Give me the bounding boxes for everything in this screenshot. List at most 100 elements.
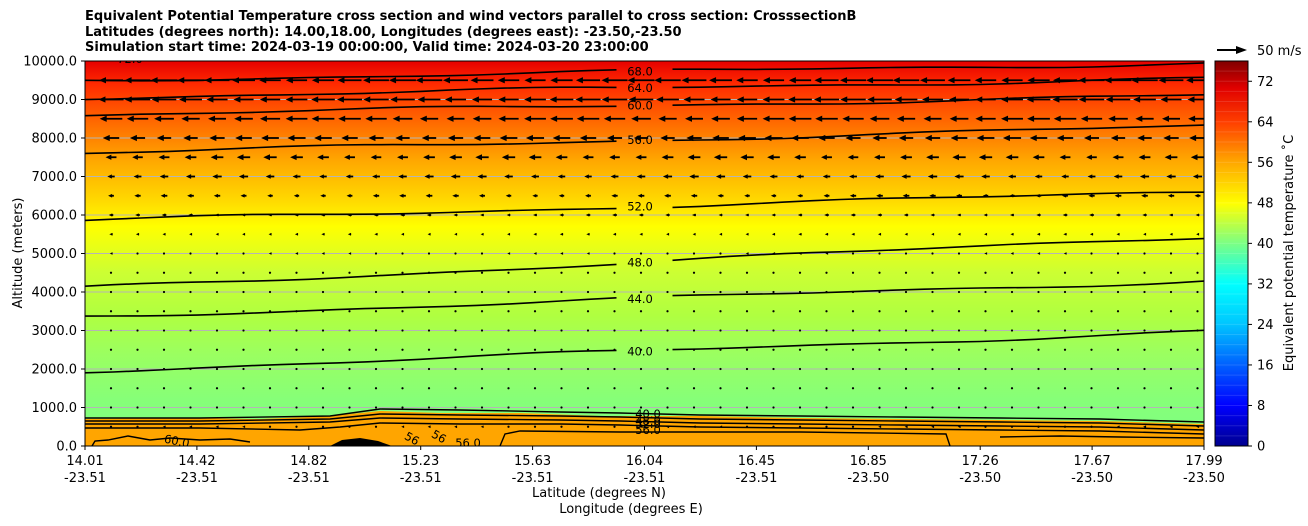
wind-vector-head [204, 77, 212, 84]
wind-vector-head [692, 232, 696, 236]
wind-vector-head [1169, 232, 1173, 236]
low-contour-56 [85, 422, 1204, 435]
wind-vector [904, 387, 908, 390]
wind-vector-head [892, 77, 900, 84]
wind-vector [136, 406, 139, 409]
wind-vector [931, 387, 934, 390]
wind-vector-head [124, 77, 132, 84]
wind-vector-head [603, 115, 611, 122]
wind-vector-head [447, 134, 455, 142]
wind-vector [586, 367, 590, 371]
wind-vector [772, 406, 775, 409]
wind-vector-head [473, 134, 481, 142]
wind-vector-head [424, 174, 430, 179]
wind-vector [1037, 406, 1040, 409]
wind-vector-head [745, 252, 749, 255]
x-tick-label-lat: 15.23 [402, 454, 439, 469]
wind-vector [480, 329, 484, 332]
wind-vector [427, 367, 431, 371]
wind-vector-head [683, 96, 691, 103]
wind-vector [639, 271, 643, 274]
wind-vector-head [874, 154, 880, 160]
wind-vector-head [400, 213, 404, 217]
wind-vector [798, 387, 802, 390]
wind-vector [215, 271, 219, 274]
y-tick-label: 0.0 [56, 440, 77, 455]
wind-vector-head [108, 213, 113, 217]
wind-vector [1037, 425, 1040, 428]
wind-vector [162, 252, 166, 255]
wind-vector-head [188, 213, 192, 217]
wind-vector-head [982, 193, 987, 198]
wind-vector [798, 329, 802, 332]
colorbar-label: Equivalent potential temperature ˚C [1281, 135, 1297, 371]
wind-vector-head [896, 115, 904, 122]
wind-vector [348, 387, 351, 390]
wind-vector-head [162, 232, 166, 236]
wind-vector [957, 348, 961, 351]
wind-vector-head [1078, 77, 1086, 84]
wind-vector [984, 290, 987, 294]
wind-vector [242, 252, 245, 255]
wind-vector-head [788, 77, 796, 84]
wind-vector [533, 348, 537, 351]
wind-vector [268, 271, 272, 274]
wind-vector [719, 387, 722, 390]
wind-vector [1196, 290, 1199, 294]
wind-vector [745, 348, 749, 351]
colorbar-tick-label: 16 [1257, 358, 1274, 373]
wind-vector-head [109, 252, 113, 255]
wind-vector [613, 425, 616, 428]
wind-vector-head [401, 425, 405, 429]
wind-vector [162, 348, 166, 351]
wind-vector-head [1196, 232, 1200, 236]
wind-vector [321, 310, 325, 313]
y-tick-label: 7000.0 [32, 170, 78, 185]
wind-vector-head [847, 154, 854, 160]
wind-vector-head [1195, 213, 1199, 217]
wind-vector-head [341, 134, 349, 142]
wind-vector-head [1167, 193, 1173, 198]
wind-vectors [98, 77, 1204, 429]
colorbar-frame [1214, 60, 1249, 447]
wind-vector-head [293, 194, 298, 198]
wind-vector [825, 406, 828, 409]
wind-vector [507, 310, 510, 313]
wind-vector [1010, 310, 1014, 313]
wind-vector [772, 329, 775, 332]
wind-vector [1169, 387, 1173, 390]
wind-vector-head [187, 193, 192, 198]
wind-vector [374, 252, 378, 255]
wind-vector-head [311, 96, 319, 103]
wind-vector [1196, 310, 1199, 313]
wind-vector [878, 367, 881, 371]
wind-vector [745, 310, 749, 313]
contour-line-44-right [672, 280, 1204, 297]
low-level-label: 56 [402, 429, 422, 448]
wind-vector-head [575, 96, 583, 103]
wind-vector-head [772, 252, 776, 255]
wind-vector-head [920, 77, 928, 84]
wind-vector-head [480, 213, 484, 217]
wind-vector [1090, 387, 1093, 390]
wind-vector-head [745, 232, 749, 236]
wind-vector-head [797, 193, 802, 198]
wind-vector-head [1080, 115, 1088, 122]
wind-vector-head [956, 193, 961, 198]
wind-vector [666, 367, 669, 371]
wind-vector-head [372, 193, 378, 198]
wind-vector [507, 387, 510, 390]
wind-vector-head [601, 96, 609, 103]
wind-vector [772, 290, 775, 294]
wind-vector-head [921, 96, 929, 103]
wind-vector [1090, 329, 1093, 332]
wind-vector-head [477, 174, 483, 179]
wind-vector-head [532, 194, 537, 198]
wind-vector-head [1002, 134, 1010, 142]
wind-vector [745, 425, 749, 428]
low-level-label: 56 [429, 427, 449, 446]
wind-vector [136, 329, 139, 332]
wind-vector-head [975, 115, 983, 122]
wind-vector-head [132, 154, 138, 160]
wind-vector-head [213, 193, 219, 198]
